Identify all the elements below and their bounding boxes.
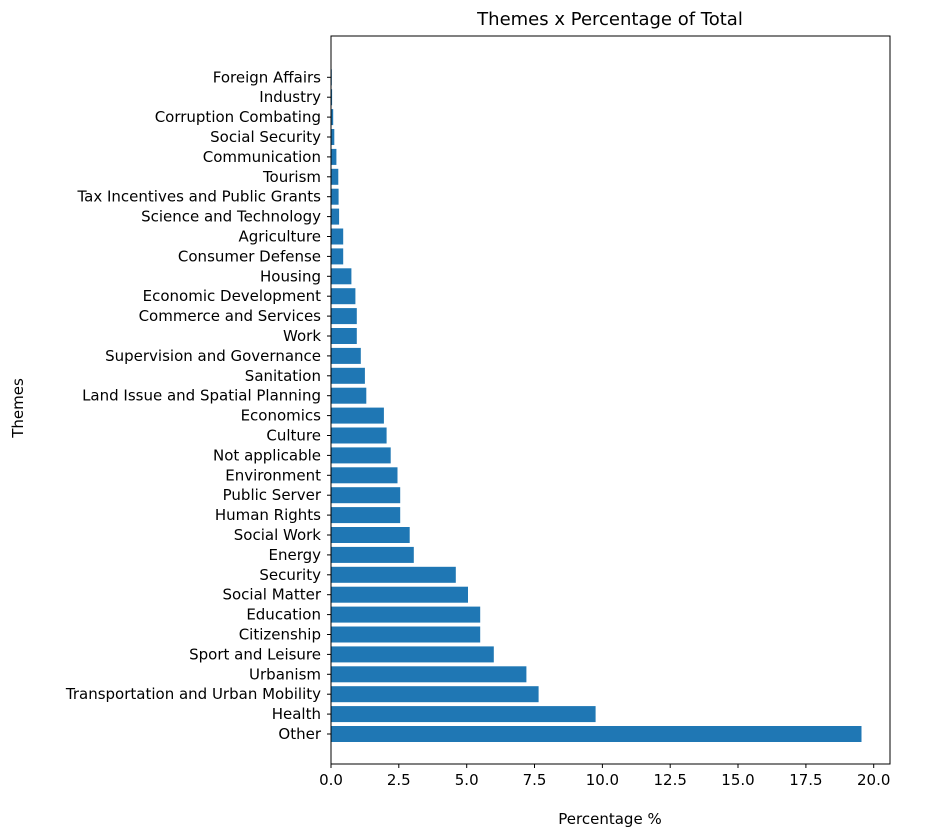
bar (331, 586, 468, 603)
y-tick-label: Supervision and Governance (105, 347, 321, 365)
y-tick-label: Tourism (262, 168, 321, 186)
bar (331, 467, 398, 484)
x-tick-label: 17.5 (789, 771, 822, 789)
bar (331, 427, 387, 444)
bar (331, 347, 361, 364)
y-tick-label: Corruption Combating (155, 108, 321, 126)
bar (331, 507, 401, 524)
bar (331, 129, 335, 145)
bar (331, 228, 344, 245)
bar (331, 706, 596, 723)
bar (331, 606, 481, 623)
y-tick-label: Other (278, 725, 321, 743)
bar (331, 168, 339, 185)
y-tick-label: Consumer Defense (178, 247, 321, 265)
bar (331, 248, 344, 265)
y-tick-label: Social Security (210, 128, 321, 146)
y-tick-label: Sanitation (245, 367, 321, 385)
bar (331, 686, 539, 703)
chart-title: Themes x Percentage of Total (476, 9, 743, 30)
x-tick-label: 0.0 (319, 771, 343, 789)
y-axis-label: Themes (9, 378, 27, 439)
y-tick-label: Health (272, 705, 321, 723)
y-tick-label: Not applicable (213, 446, 321, 464)
y-tick-label: Land Issue and Spatial Planning (82, 387, 321, 405)
bar (331, 89, 333, 106)
bar (331, 726, 862, 742)
bar (331, 188, 339, 205)
y-tick-label: Transportation and Urban Mobility (65, 685, 321, 703)
y-tick-label: Science and Technology (141, 208, 321, 226)
bar (331, 288, 356, 305)
y-tick-label: Education (246, 606, 321, 624)
y-axis-ticks: Other Health Transportation and Urban Mobi… (65, 68, 331, 743)
x-tick-label: 5.0 (455, 771, 479, 789)
plot-area-frame (330, 35, 891, 765)
y-tick-label: Culture (266, 427, 321, 445)
bar (331, 109, 334, 126)
bar (331, 626, 481, 643)
y-tick-label: Sport and Leisure (189, 645, 321, 663)
bar (331, 447, 391, 464)
bar (331, 566, 456, 583)
x-tick-label: 10.0 (586, 771, 619, 789)
bar (331, 487, 401, 504)
y-tick-label: Commerce and Services (139, 307, 322, 325)
y-tick-label: Environment (225, 466, 321, 484)
x-tick-label: 20.0 (857, 771, 890, 789)
bar (331, 308, 357, 325)
x-tick-label: 2.5 (387, 771, 411, 789)
y-tick-label: Communication (203, 148, 321, 166)
bar (331, 546, 414, 563)
bar (331, 328, 357, 344)
y-tick-label: Urbanism (249, 665, 321, 683)
bar (331, 407, 384, 424)
bars-group (331, 69, 862, 742)
y-tick-label: Energy (268, 546, 321, 564)
bar (331, 208, 340, 225)
bar (331, 527, 410, 543)
y-tick-label: Housing (260, 267, 321, 285)
bar (331, 367, 365, 384)
y-tick-label: Foreign Affairs (213, 68, 321, 86)
y-tick-label: Economics (241, 407, 322, 425)
x-tick-label: 7.5 (523, 771, 547, 789)
y-tick-label: Economic Development (143, 287, 321, 305)
x-axis-label: Percentage % (558, 810, 661, 828)
y-tick-label: Tax Incentives and Public Grants (76, 188, 321, 206)
bar (331, 268, 352, 285)
bar (331, 666, 527, 683)
bar (331, 387, 367, 404)
x-tick-label: 15.0 (721, 771, 754, 789)
y-tick-label: Public Server (223, 486, 322, 504)
x-tick-label: 12.5 (653, 771, 686, 789)
y-tick-label: Human Rights (215, 506, 321, 524)
y-tick-label: Work (283, 327, 321, 345)
y-tick-label: Agriculture (239, 228, 322, 246)
bar (331, 148, 337, 165)
y-tick-label: Industry (259, 88, 321, 106)
bar (331, 646, 494, 663)
y-tick-label: Social Matter (222, 586, 321, 604)
y-tick-label: Social Work (234, 526, 322, 544)
y-tick-label: Citizenship (239, 626, 321, 644)
y-tick-label: Security (259, 566, 321, 584)
x-axis-ticks: 0.0 2.5 5.0 7.5 10.0 12.5 15.0 17.5 20.0 (319, 764, 890, 789)
